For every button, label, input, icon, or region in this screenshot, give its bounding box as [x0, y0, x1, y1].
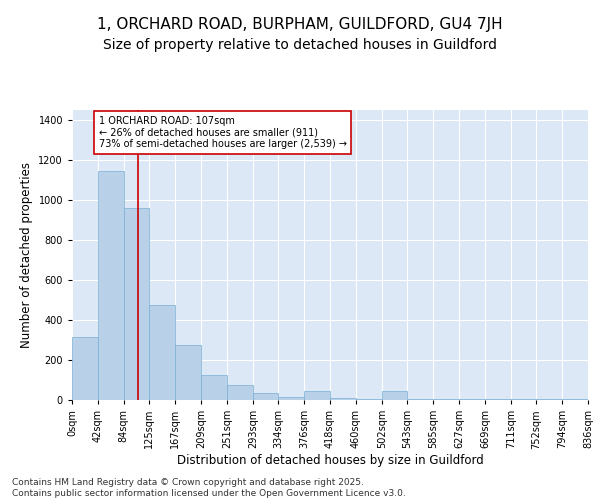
Bar — [433, 399, 459, 400]
Text: Size of property relative to detached houses in Guildford: Size of property relative to detached ho… — [103, 38, 497, 52]
Bar — [278, 397, 304, 400]
Bar — [253, 393, 278, 400]
Text: 1 ORCHARD ROAD: 107sqm
← 26% of detached houses are smaller (911)
73% of semi-de: 1 ORCHARD ROAD: 107sqm ← 26% of detached… — [98, 116, 347, 149]
Bar — [330, 398, 356, 400]
Bar — [149, 305, 175, 400]
Bar — [304, 391, 330, 400]
Text: 1, ORCHARD ROAD, BURPHAM, GUILDFORD, GU4 7JH: 1, ORCHARD ROAD, BURPHAM, GUILDFORD, GU4… — [97, 18, 503, 32]
Bar — [72, 337, 98, 400]
Bar — [485, 399, 511, 400]
Bar — [511, 399, 536, 400]
X-axis label: Distribution of detached houses by size in Guildford: Distribution of detached houses by size … — [176, 454, 484, 467]
Bar — [175, 345, 201, 400]
Bar — [407, 399, 433, 400]
Y-axis label: Number of detached properties: Number of detached properties — [20, 162, 33, 348]
Bar — [562, 399, 588, 400]
Bar — [124, 208, 149, 400]
Bar — [459, 399, 485, 400]
Text: Contains HM Land Registry data © Crown copyright and database right 2025.
Contai: Contains HM Land Registry data © Crown c… — [12, 478, 406, 498]
Bar — [382, 391, 407, 400]
Bar — [356, 399, 382, 400]
Bar — [201, 375, 227, 400]
Bar — [98, 171, 124, 400]
Bar — [227, 385, 253, 400]
Bar — [536, 399, 562, 400]
